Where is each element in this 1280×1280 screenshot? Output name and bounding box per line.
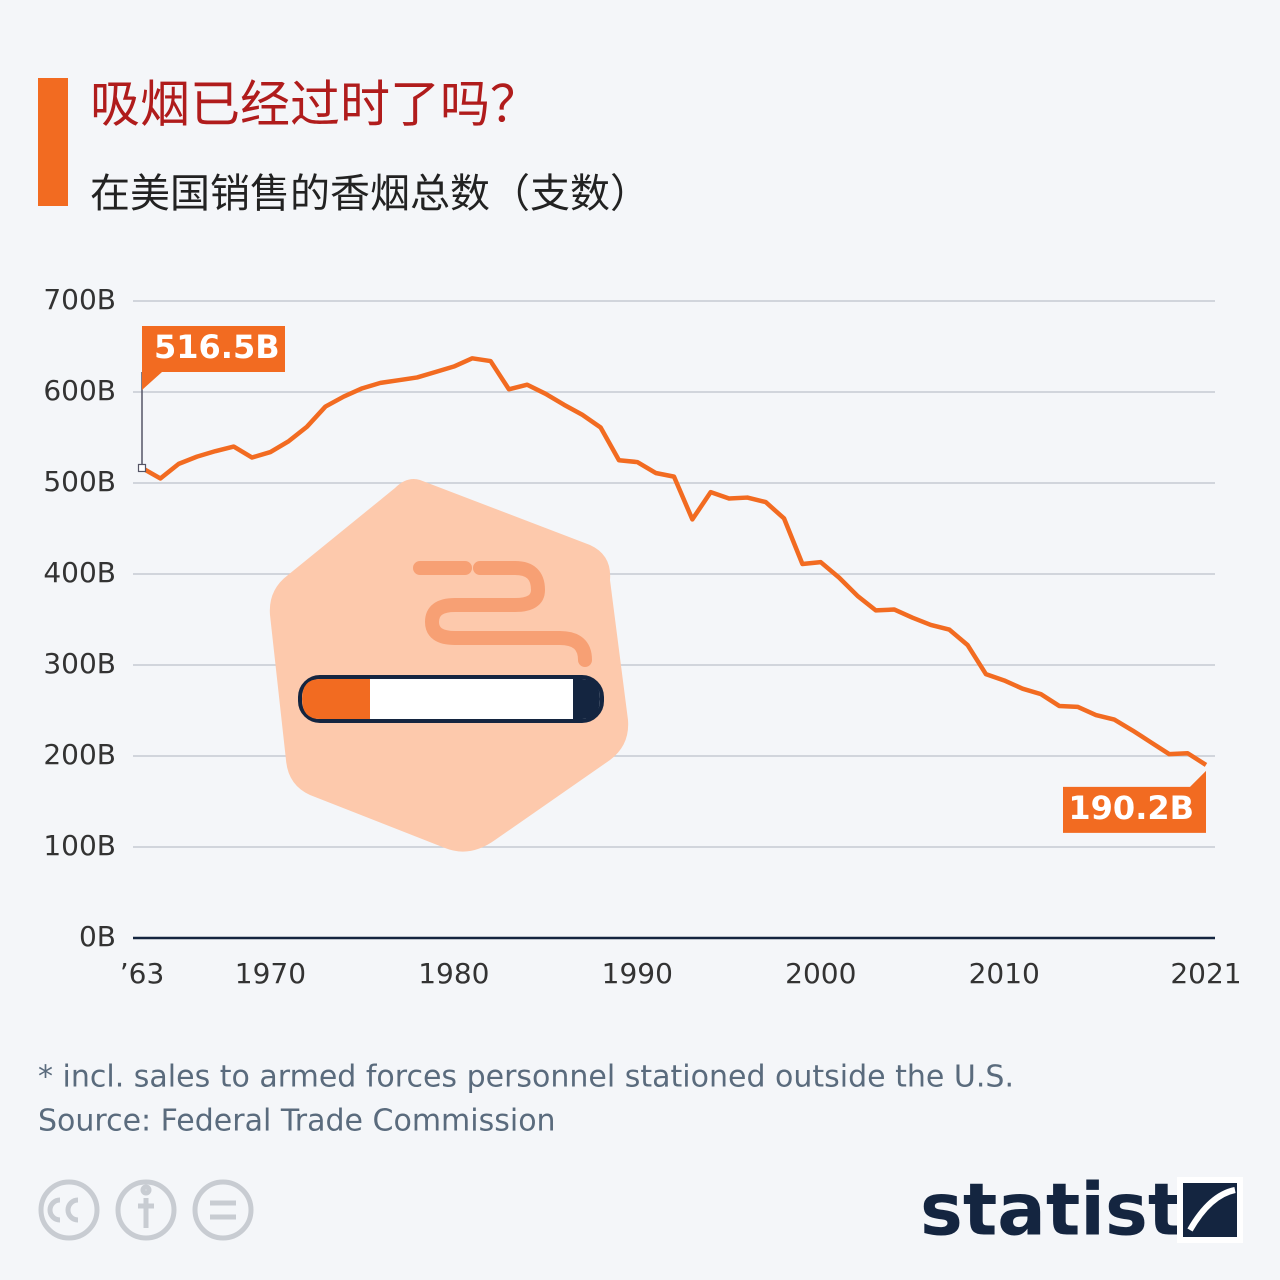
data-label: 516.5B — [154, 328, 280, 366]
x-tick-label: 2010 — [969, 957, 1040, 990]
y-tick-label: 500B — [43, 465, 116, 498]
accent-bar — [38, 78, 68, 206]
cigarette-icon — [269, 479, 629, 852]
x-tick-label: 2000 — [785, 957, 856, 990]
license-icons — [38, 1179, 254, 1241]
cigarette-filter — [302, 679, 370, 719]
cigarette-body — [298, 675, 604, 723]
y-tick-label: 600B — [43, 374, 116, 407]
y-tick-label: 0B — [79, 920, 116, 953]
y-tick-label: 700B — [43, 283, 116, 316]
chart-subtitle: 在美国销售的香烟总数（支数） — [90, 171, 650, 217]
y-tick-label: 200B — [43, 738, 116, 771]
x-tick-label: 2021 — [1170, 957, 1241, 990]
data-line — [140, 356, 1208, 767]
x-tick-label: ’63 — [120, 957, 165, 990]
label-box — [1063, 770, 1206, 833]
y-tick-label: 300B — [43, 647, 116, 680]
x-tick-label: 1990 — [602, 957, 673, 990]
data-label: 190.2B — [1068, 789, 1194, 827]
y-tick-label: 100B — [43, 829, 116, 862]
plot: 0B 100B 200B 300B 400B 500B 600B 700B ’63 1970 198… — [43, 283, 1241, 990]
label-marker — [137, 463, 147, 473]
cigarette-ash — [573, 679, 600, 719]
y-tick-label: 400B — [43, 556, 116, 589]
smoke — [413, 561, 592, 667]
x-tick-label: 1980 — [418, 957, 489, 990]
brand-mark — [1177, 1177, 1243, 1243]
label-box — [142, 325, 285, 390]
source: Source: Federal Trade Commission — [38, 1104, 556, 1139]
chart-title: 吸烟已经过时了吗？ — [90, 76, 540, 134]
footnote: * incl. sales to armed forces personnel … — [38, 1060, 1014, 1095]
x-tick-label: 1970 — [235, 957, 306, 990]
